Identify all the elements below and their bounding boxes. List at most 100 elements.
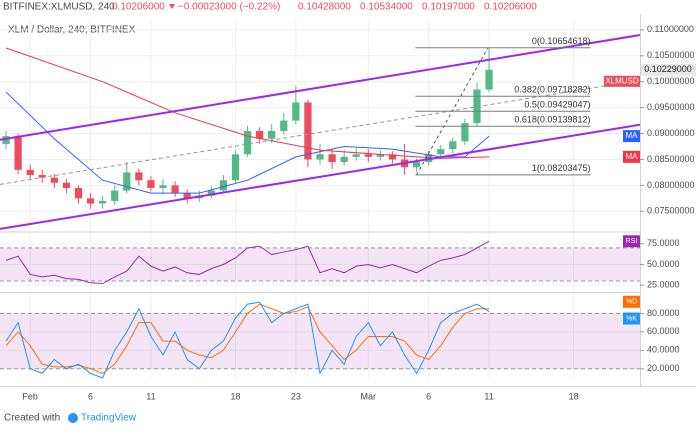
candle-body <box>340 156 348 163</box>
fib-label: 0.618(0.09139812) <box>514 115 590 125</box>
channel-lower <box>0 123 641 230</box>
candle-body <box>388 154 397 160</box>
fib-label: 0(0.10654618) <box>532 36 591 46</box>
series-tag <box>623 235 640 248</box>
y-tick-label: 50.0000 <box>647 259 680 269</box>
candle-body <box>328 154 336 163</box>
candle-body <box>171 185 179 194</box>
x-tick-label: 11 <box>484 391 493 401</box>
channel-mid <box>0 79 641 185</box>
candle-body <box>437 149 445 155</box>
candle-body <box>207 190 215 196</box>
candle-body <box>111 190 119 201</box>
x-tick-label: 18 <box>569 391 579 401</box>
x-tick-label: 23 <box>291 391 301 401</box>
channel-upper <box>0 34 641 141</box>
candle-body <box>50 177 58 183</box>
candle-body <box>376 154 384 157</box>
candle-body <box>14 136 22 170</box>
symbol-tag <box>604 75 640 87</box>
series-tag-label: %K <box>626 315 637 322</box>
low: 0.10197000 <box>422 2 475 13</box>
candle-body <box>449 141 457 150</box>
series-tag-label: %D <box>626 299 637 306</box>
candle-body <box>147 180 155 188</box>
candle-body <box>74 187 83 199</box>
band <box>0 313 640 369</box>
x-tick-label: 6 <box>426 391 431 401</box>
x-tick-label: 6 <box>88 391 93 401</box>
candle-body <box>219 180 228 191</box>
candle-body <box>412 162 421 168</box>
x-tick-label: 11 <box>146 391 155 401</box>
y-tick-label: 0.11000000 <box>647 24 694 34</box>
y-tick-label: 0.08500000 <box>647 154 695 164</box>
footer-created: Created with <box>4 413 60 424</box>
last-price-label: 0.10229000 <box>644 64 692 74</box>
series-tag <box>623 312 640 325</box>
ma-tag-label: MA <box>626 131 639 140</box>
candle-body <box>26 169 34 176</box>
candle-body <box>159 185 167 188</box>
brand-logo <box>68 413 78 423</box>
series-line <box>5 301 490 379</box>
ma-tag <box>623 150 640 163</box>
candle-body <box>256 130 264 139</box>
ma-tag <box>623 130 640 143</box>
series-tag-label: RSI <box>626 238 638 245</box>
fib-label: 0.382(0.09718282) <box>514 85 590 95</box>
candle-body <box>62 182 71 188</box>
y-tick-label: 0.09000000 <box>647 128 695 138</box>
y-tick-label: 75.0000 <box>647 238 680 248</box>
y-tick-label: 60.0000 <box>647 326 680 336</box>
y-tick-label: 20.0000 <box>647 363 680 373</box>
candle-body <box>364 154 372 157</box>
y-tick-label: 0.07500000 <box>647 206 695 216</box>
ma-tag-label: MA <box>626 152 639 161</box>
candle-body <box>38 175 46 178</box>
x-tick-label: Mar <box>361 391 377 401</box>
candle-body <box>135 172 143 181</box>
last: 0.10206000 <box>112 2 165 13</box>
y-tick-label: 0.08000000 <box>647 180 695 190</box>
series-line <box>5 303 490 374</box>
fib-label: 0.5(0.09429047) <box>524 100 590 110</box>
y-tick-label: 80.0000 <box>647 308 680 318</box>
fib-label: 1(0.08203475) <box>532 163 591 173</box>
y-tick-label: 0.10500000 <box>647 50 695 60</box>
y-tick-label: 40.0000 <box>647 345 680 355</box>
candle-body <box>123 172 131 191</box>
series-line <box>5 240 490 285</box>
candle-body <box>99 200 107 204</box>
last-price-tag <box>641 63 696 76</box>
symbol-tag-label: XLMUSD <box>605 76 639 85</box>
open: 0.10428000 <box>298 2 351 13</box>
candle-body <box>352 154 360 157</box>
candle-body <box>461 123 469 142</box>
y-tick-label: 25.0000 <box>647 280 680 290</box>
candle-body <box>292 102 300 121</box>
candle-body <box>243 130 252 155</box>
symbol: BITFINEX:XLMUSD, 240 <box>3 2 115 13</box>
series-tag <box>623 295 640 308</box>
candle-body <box>280 120 288 131</box>
y-tick-label: 0.10000000 <box>647 76 695 86</box>
candle-body <box>231 154 240 181</box>
y-tick-label: 0.09500000 <box>647 102 695 112</box>
down-arrow <box>169 4 175 9</box>
footer-brand: TradingView <box>81 413 137 424</box>
x-tick-label: Feb <box>22 391 38 401</box>
close: 0.10206000 <box>484 2 537 13</box>
change: −0.00023000 (−0.22%) <box>178 2 280 13</box>
band <box>0 247 640 282</box>
candle-body <box>316 154 324 160</box>
candle-body <box>2 136 10 144</box>
candle-body <box>268 130 276 139</box>
candle-body <box>304 102 312 160</box>
candle-body <box>183 193 191 199</box>
high: 0.10534000 <box>360 2 413 13</box>
candle-body <box>485 69 493 90</box>
x-tick-label: 18 <box>230 391 240 401</box>
